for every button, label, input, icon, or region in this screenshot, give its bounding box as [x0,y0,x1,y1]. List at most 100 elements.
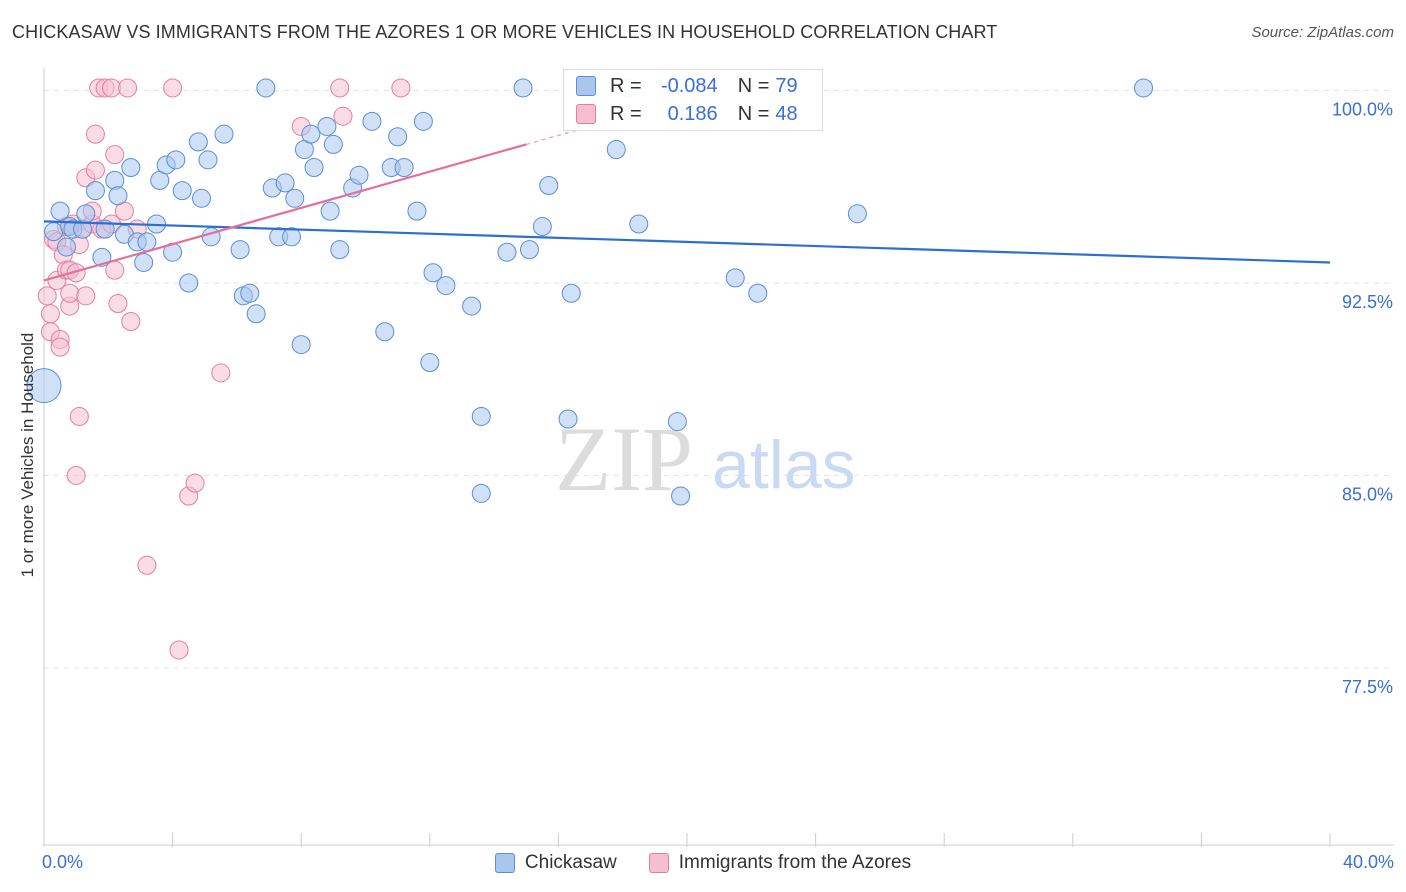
x-tick-min: 0.0% [42,852,84,872]
data-point [349,165,369,185]
data-point [362,111,382,131]
data-point [76,286,96,306]
legend-n-label: N = [737,74,770,97]
data-point [330,78,350,98]
data-point [163,78,183,98]
data-point [105,145,125,165]
data-point [725,268,745,288]
data-point [320,201,340,221]
source-label[interactable]: Source: ZipAtlas.com [1251,24,1394,41]
data-point [667,412,687,432]
pink-series [37,78,411,660]
legend-r-label: R = [610,74,642,97]
data-point [85,124,105,144]
y-tick-label: 100.0% [1332,100,1393,120]
data-point [172,181,192,201]
data-point [108,294,128,314]
legend-swatch-pink [576,104,596,124]
data-point [471,483,491,503]
data-point [323,134,343,154]
data-point [391,78,411,98]
data-point [423,263,443,283]
chart-title: CHICKASAW VS IMMIGRANTS FROM THE AZORES … [12,22,998,42]
data-point [748,283,768,303]
series-name: Chickasaw [524,852,617,873]
watermark: ZIP atlas [555,408,856,510]
data-point [85,181,105,201]
watermark-atlas: atlas [712,427,856,503]
data-point [108,186,128,206]
grid-lines [44,90,1394,669]
data-point [85,160,105,180]
data-point [561,283,581,303]
data-point [462,296,482,316]
series-name: Immigrants from the Azores [678,852,912,873]
data-point [413,111,433,131]
data-point [214,124,234,144]
data-point [606,140,626,160]
legend-r-value: -0.084 [660,74,718,97]
data-point [407,201,427,221]
data-point [169,640,189,660]
data-point [57,237,77,257]
series-legend: Chickasaw Immigrants from the Azores [0,852,1406,874]
data-point [166,150,186,170]
legend-r-label: R = [610,102,642,125]
data-point [40,304,60,324]
data-point [66,263,86,283]
data-point [671,486,691,506]
data-point [558,409,578,429]
data-point [240,283,260,303]
data-point [513,78,533,98]
data-point [1134,78,1154,98]
data-point [118,78,138,98]
data-point [137,555,157,575]
data-point [301,124,321,144]
data-point [44,222,64,242]
data-point [211,363,231,383]
data-point [471,406,491,426]
data-point [394,158,414,178]
legend-n-value: 48 [775,102,798,125]
data-point [60,283,80,303]
data-point [282,227,302,247]
series-legend-chickasaw[interactable]: Chickasaw [494,852,617,874]
data-point [532,217,552,237]
y-axis-label: 1 or more Vehicles in Household [18,332,37,578]
data-point [436,276,456,296]
legend-row-chickasaw: R = -0.084 N = 79 [576,73,798,99]
data-point [629,214,649,234]
data-point [198,150,218,170]
data-point [192,188,212,208]
series-legend-azores[interactable]: Immigrants from the Azores [648,852,912,874]
data-point [50,337,70,357]
data-point [134,252,154,272]
data-point [50,201,70,221]
data-point [285,188,305,208]
data-point [66,465,86,485]
y-tick-labels: 100.0% 92.5% 85.0% 77.5% [1332,100,1393,697]
data-point [330,240,350,260]
data-point [69,406,89,426]
data-point [333,106,353,126]
data-point [497,242,517,262]
trend-line-azores [43,143,527,282]
legend-r-value: 0.186 [667,102,718,125]
data-point [847,204,867,224]
y-tick-label: 92.5% [1342,292,1393,312]
blue-series [26,78,1154,506]
data-point [317,116,337,136]
data-point [137,232,157,252]
data-point [185,473,205,493]
data-point [121,158,141,178]
data-point [121,311,141,331]
legend-n-label: N = [737,102,770,125]
data-point [420,353,440,373]
data-point [179,273,199,293]
series-swatch-blue [494,853,515,873]
legend-n-value: 79 [775,74,798,97]
data-point [388,127,408,147]
legend-row-azores: R = 0.186 N = 48 [576,101,798,127]
series-swatch-pink [648,853,669,873]
